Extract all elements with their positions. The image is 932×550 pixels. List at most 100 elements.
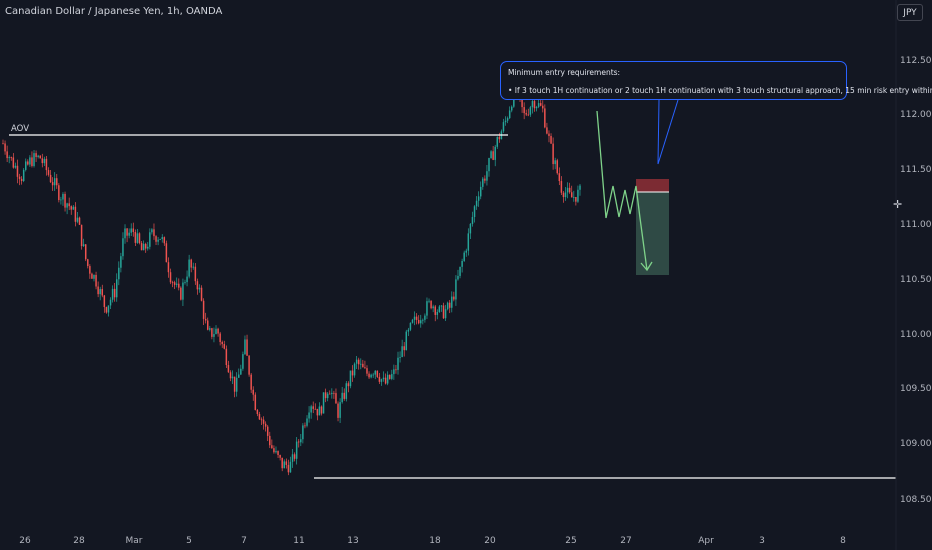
candle-body	[539, 103, 542, 106]
candle-body	[318, 406, 321, 416]
candle-body	[72, 206, 75, 210]
candle-body	[132, 228, 135, 232]
candle-body	[246, 339, 248, 356]
candle-body	[302, 425, 304, 440]
candle-body	[266, 426, 269, 436]
candle-body	[68, 203, 70, 207]
candle-body	[35, 153, 37, 157]
candle-body	[153, 229, 155, 237]
candle-body	[89, 266, 91, 274]
candle-body	[87, 259, 89, 267]
candle-body	[285, 461, 288, 465]
candle-body	[535, 106, 538, 109]
candle-body	[190, 259, 192, 268]
candle-body	[163, 237, 166, 244]
candle-body	[215, 328, 217, 335]
candle-body	[219, 333, 221, 342]
candle-body	[529, 107, 532, 115]
candle-body	[115, 279, 118, 298]
candle-body	[413, 316, 416, 320]
candle-body	[566, 187, 569, 193]
candle-body	[198, 287, 201, 290]
candle-body	[213, 334, 215, 337]
candle-body	[506, 118, 509, 121]
y-tick-label: 111.000	[900, 220, 932, 230]
candle-body	[521, 97, 523, 108]
candle-body	[511, 106, 513, 111]
candle-body	[84, 244, 87, 260]
candle-body	[161, 237, 163, 239]
candle-body	[169, 272, 172, 283]
candle-body	[360, 363, 362, 365]
candle-body	[473, 206, 476, 218]
candle-body	[407, 329, 410, 332]
candle-body	[432, 306, 434, 309]
candle-body	[45, 158, 48, 171]
candle-body	[322, 392, 325, 414]
candle-body	[420, 320, 422, 324]
candle-body	[355, 359, 358, 364]
candle-body	[95, 274, 97, 287]
candle-body	[403, 346, 405, 351]
candle-body	[31, 157, 33, 166]
candle-body	[492, 151, 494, 160]
candle-body	[22, 169, 25, 182]
candle-body	[409, 322, 412, 330]
candle-body	[479, 186, 482, 197]
candle-body	[440, 305, 443, 307]
candle-body	[324, 392, 327, 399]
x-tick-label: 7	[241, 536, 247, 546]
projection-path[interactable]	[596, 110, 648, 271]
candle-body	[376, 370, 379, 377]
candle-body	[70, 206, 72, 210]
candle-body	[233, 376, 236, 392]
candle-body	[6, 151, 8, 159]
x-tick-label: 28	[73, 536, 85, 546]
candle-body	[548, 133, 550, 137]
trade-position-box[interactable]	[636, 179, 669, 275]
candle-body	[93, 274, 95, 279]
candle-body	[341, 392, 343, 403]
note-callout[interactable]: Minimum entry requirements: • If 3 touch…	[500, 61, 932, 100]
candle-body	[490, 151, 492, 159]
candle-body	[27, 161, 29, 165]
candle-body	[533, 101, 536, 109]
candle-body	[2, 143, 4, 145]
candle-body	[422, 319, 424, 321]
candle-body	[368, 373, 370, 378]
candle-body	[552, 143, 554, 165]
candle-body	[12, 157, 15, 168]
candle-body	[8, 157, 10, 159]
aov-label: AOV	[11, 124, 30, 134]
candle-body	[397, 357, 399, 370]
candle-body	[157, 239, 159, 242]
candle-body	[523, 107, 525, 114]
candle-body	[113, 288, 116, 298]
x-tick-label: 8	[840, 536, 846, 546]
candle-body	[428, 300, 430, 302]
candle-body	[254, 394, 257, 410]
candle-body	[378, 376, 381, 382]
candle-body	[463, 252, 465, 261]
candle-body	[401, 346, 403, 358]
candle-body	[258, 414, 261, 420]
candle-body	[250, 374, 252, 390]
currency-button[interactable]: JPY	[897, 4, 923, 21]
candle-body	[349, 370, 352, 387]
candle-body	[465, 250, 468, 253]
candle-body	[194, 266, 197, 282]
candle-body	[399, 357, 401, 358]
candle-body	[293, 454, 296, 459]
x-tick-label: 27	[620, 536, 632, 546]
candle-body	[248, 355, 250, 375]
candle-body	[444, 309, 447, 319]
candle-body	[372, 374, 374, 376]
x-tick-label: 5	[186, 536, 192, 546]
candle-body	[477, 196, 480, 201]
candle-body	[18, 176, 21, 179]
candle-body	[453, 296, 455, 300]
candle-body	[469, 223, 472, 234]
candle-body	[380, 379, 383, 382]
candle-body	[238, 374, 240, 378]
